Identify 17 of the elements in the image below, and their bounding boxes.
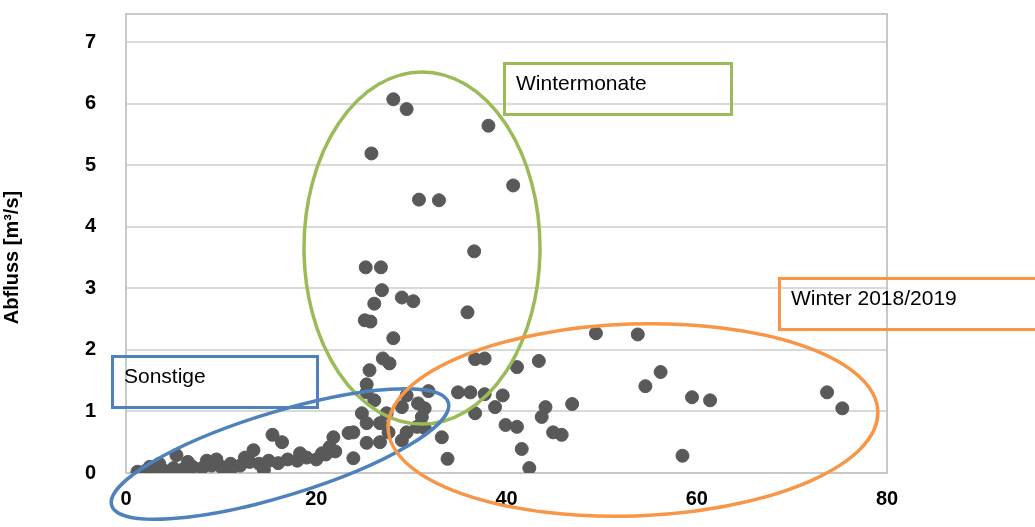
y-tick-label: 0 [84,460,96,483]
annotation: Winter 2018/2019 [778,277,1035,331]
x-tick-label: 80 [875,486,899,509]
y-tick-label: 5 [84,152,96,175]
y-tick-label: 7 [84,29,96,52]
x-tick-label: 60 [685,486,708,509]
y-tick-label: 3 [84,275,96,298]
x-tick-label: 20 [305,486,328,509]
x-tick-label: 0 [120,486,132,509]
annotation: Sonstige [111,355,319,409]
annotation: Wintermonate [503,62,733,116]
x-tick-label: 40 [495,486,518,509]
y-tick-label: 6 [84,91,96,114]
y-axis-title: Abfluss [m³/s] [0,190,22,325]
y-tick-label: 1 [84,398,96,421]
y-tick-label: 2 [84,337,96,360]
y-tick-label: 4 [84,214,97,237]
